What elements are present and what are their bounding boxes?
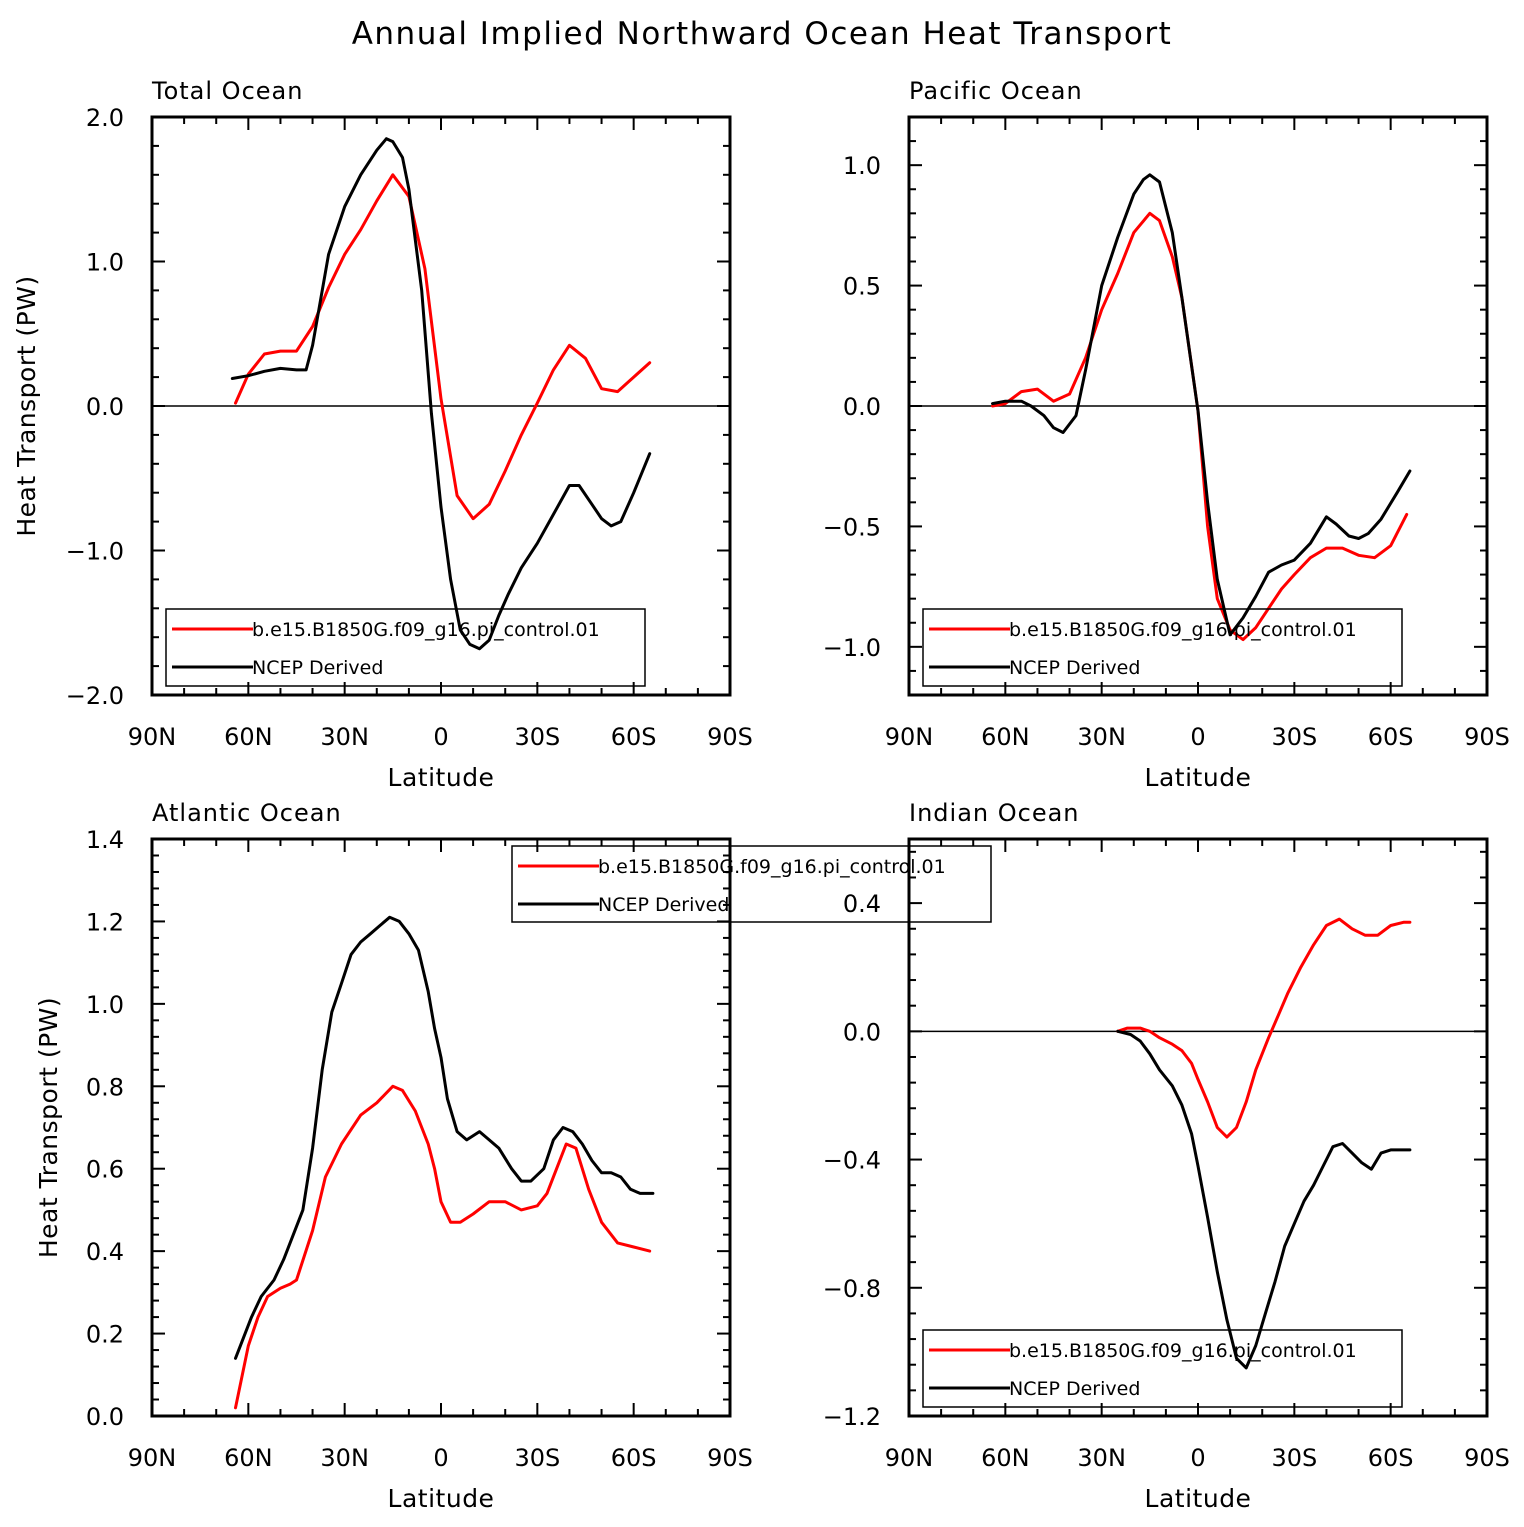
x-axis-label: Latitude — [388, 1484, 495, 1513]
panel-pacific-ocean: Pacific Ocean 90N 60N 30N 0 30S 60S 90S −1.0 −0.5… — [823, 77, 1510, 792]
x-tick-label: 90S — [1464, 723, 1510, 751]
y-tick-label: 1.0 — [86, 249, 124, 277]
legend-box — [165, 608, 646, 687]
x-tick-label: 60S — [1368, 1444, 1414, 1472]
legend-label: NCEP Derived — [598, 894, 729, 916]
y-tick-label: −1.0 — [823, 634, 881, 662]
panel-title: Total Ocean — [151, 77, 303, 105]
x-tick-label: 30S — [514, 1444, 560, 1472]
x-tick-label: 60N — [981, 723, 1030, 751]
y-tick-label: −1.2 — [823, 1403, 881, 1431]
x-tick-label: 60S — [611, 723, 657, 751]
x-tick-label: 30N — [320, 1444, 369, 1472]
x-tick-label: 90N — [885, 1444, 934, 1472]
panel-title: Atlantic Ocean — [152, 799, 342, 827]
legend-label: b.e15.B1850G.f09_g16.pi_control.01 — [598, 856, 946, 878]
series-line-model — [234, 173, 652, 521]
x-tick-label: 60N — [224, 1444, 273, 1472]
series-line-ncep — [991, 173, 1412, 637]
panel-total-ocean: Total Ocean 90N 60N 30N 0 30S 60S 90S −2.0 −1.0 0.… — [12, 77, 753, 792]
panel-title: Indian Ocean — [909, 799, 1080, 827]
y-tick-label: 1.0 — [843, 152, 881, 180]
x-tick-label: 30N — [320, 723, 369, 751]
y-tick-label: 0.0 — [86, 393, 124, 421]
x-tick-label: 60S — [1368, 723, 1414, 751]
x-tick-label: 0 — [433, 1444, 448, 1472]
y-tick-label: −2.0 — [66, 682, 124, 710]
legend-box — [922, 1329, 1403, 1408]
y-tick-label: 0.0 — [843, 393, 881, 421]
legend-label: NCEP Derived — [252, 657, 383, 679]
x-tick-label: 90S — [707, 723, 753, 751]
x-axis-label: Latitude — [1145, 1484, 1252, 1513]
legend-label: NCEP Derived — [1009, 657, 1140, 679]
legend-box — [511, 845, 992, 923]
x-tick-label: 60S — [611, 1444, 657, 1472]
y-tick-label: −1.0 — [66, 538, 124, 566]
legend: b.e15.B1850G.f09_g16.pi_control.01 NCEP D… — [165, 608, 646, 687]
panel-title: Pacific Ocean — [909, 77, 1083, 105]
legend-box — [922, 608, 1403, 687]
y-tick-label: 1.0 — [86, 991, 124, 1019]
legend: b.e15.B1850G.f09_g16.pi_control.01 NCEP D… — [922, 608, 1403, 687]
y-tick-label: 0.6 — [86, 1156, 124, 1184]
legend: b.e15.B1850G.f09_g16.pi_control.01 NCEP D… — [922, 1329, 1403, 1408]
y-tick-label: 0.2 — [86, 1321, 124, 1349]
x-tick-label: 0 — [1190, 1444, 1205, 1472]
legend-label: b.e15.B1850G.f09_g16.pi_control.01 — [252, 619, 600, 641]
x-tick-label: 90N — [128, 723, 177, 751]
y-tick-label: 2.0 — [86, 104, 124, 132]
y-tick-label: 0.8 — [86, 1073, 124, 1101]
panels: Total Ocean 90N 60N 30N 0 30S 60S 90S −2.0 −1.0 0.… — [12, 77, 1510, 1513]
y-tick-label: −0.4 — [823, 1147, 881, 1175]
x-tick-label: 0 — [1190, 723, 1205, 751]
y-tick-label: 1.2 — [86, 908, 124, 936]
panel-indian-ocean: Indian Ocean 90N 60N 30N 0 30S 60S 90S −1.2 −0.8 −… — [823, 799, 1510, 1513]
y-axis-label: Heat Transport (PW) — [34, 997, 63, 1258]
x-tick-label: 90S — [707, 1444, 753, 1472]
x-tick-label: 90N — [128, 1444, 177, 1472]
x-tick-label: 90S — [1464, 1444, 1510, 1472]
y-tick-label: −0.5 — [823, 513, 881, 541]
x-tick-label: 60N — [224, 723, 273, 751]
x-tick-label: 30N — [1077, 723, 1126, 751]
x-tick-label: 30S — [1271, 723, 1317, 751]
series-line-ncep — [1116, 1029, 1412, 1370]
y-tick-label: 0.4 — [86, 1238, 124, 1266]
series-line-model — [1116, 917, 1412, 1139]
y-tick-label: 0.0 — [843, 1018, 881, 1046]
x-tick-label: 0 — [433, 723, 448, 751]
series-line-ncep — [230, 137, 652, 651]
legend: b.e15.B1850G.f09_g16.pi_control.01 NCEP D… — [511, 845, 992, 923]
x-axis-label: Latitude — [388, 763, 495, 792]
x-tick-label: 30N — [1077, 1444, 1126, 1472]
x-tick-label: 90N — [885, 723, 934, 751]
y-axis-label: Heat Transport (PW) — [12, 275, 41, 536]
y-tick-label: 0.4 — [843, 890, 881, 918]
series-line-ncep — [234, 915, 655, 1360]
panel-atlantic-ocean: Atlantic Ocean 90N 60N 30N 0 30S 60S 90S 0.0 0.2 0… — [34, 799, 992, 1513]
y-tick-label: 1.4 — [86, 826, 124, 854]
x-tick-label: 60N — [981, 1444, 1030, 1472]
x-axis-label: Latitude — [1145, 763, 1252, 792]
y-tick-label: 0.5 — [843, 273, 881, 301]
legend-label: NCEP Derived — [1009, 1378, 1140, 1400]
legend-label: b.e15.B1850G.f09_g16.pi_control.01 — [1009, 1340, 1357, 1362]
y-tick-label: 0.0 — [86, 1403, 124, 1431]
y-tick-label: −0.8 — [823, 1275, 881, 1303]
x-tick-label: 30S — [1271, 1444, 1317, 1472]
x-tick-label: 30S — [514, 723, 560, 751]
legend-label: b.e15.B1850G.f09_g16.pi_control.01 — [1009, 619, 1357, 641]
series-line-model — [234, 1084, 652, 1410]
figure-title: Annual Implied Northward Ocean Heat Tran… — [352, 16, 1173, 52]
